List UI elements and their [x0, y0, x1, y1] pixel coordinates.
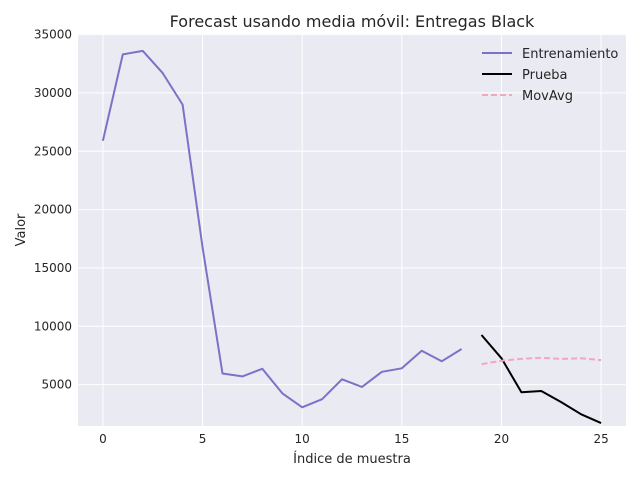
y-tick-label: 10000	[34, 319, 72, 333]
plot-area	[78, 34, 626, 426]
y-tick-labels: 5000 10000 15000 20000 25000 30000 35000	[34, 28, 72, 392]
y-tick-label: 25000	[34, 144, 72, 158]
y-tick-label: 5000	[41, 378, 72, 392]
series-line-entrenamiento	[101, 49, 463, 409]
x-tick-label: 5	[199, 432, 207, 446]
x-tick-label: 15	[394, 432, 409, 446]
grid	[78, 34, 626, 426]
x-tick-label: 20	[494, 432, 509, 446]
series-line-prueba	[480, 334, 602, 425]
legend-label-prueba: Prueba	[522, 68, 567, 83]
x-tick-label: 25	[593, 432, 608, 446]
y-tick-label: 15000	[34, 261, 72, 275]
y-tick-label: 20000	[34, 203, 72, 217]
x-tick-label: 10	[295, 432, 310, 446]
y-tick-label: 30000	[34, 86, 72, 100]
legend-label-movavg: MovAvg	[522, 89, 573, 104]
series-lines	[101, 49, 602, 425]
series-line-movavg	[481, 356, 602, 366]
x-tick-labels: 0 5 10 15 20 25	[99, 432, 609, 446]
legend-label-entrenamiento: Entrenamiento	[522, 47, 618, 62]
chart-title: Forecast usando media móvil: Entregas Bl…	[170, 12, 535, 31]
x-axis-label: Índice de muestra	[293, 451, 411, 467]
legend: Entrenamiento Prueba MovAvg	[482, 47, 618, 104]
y-tick-label: 35000	[34, 28, 72, 42]
y-axis-label: Valor	[14, 213, 29, 246]
x-tick-label: 0	[99, 432, 107, 446]
